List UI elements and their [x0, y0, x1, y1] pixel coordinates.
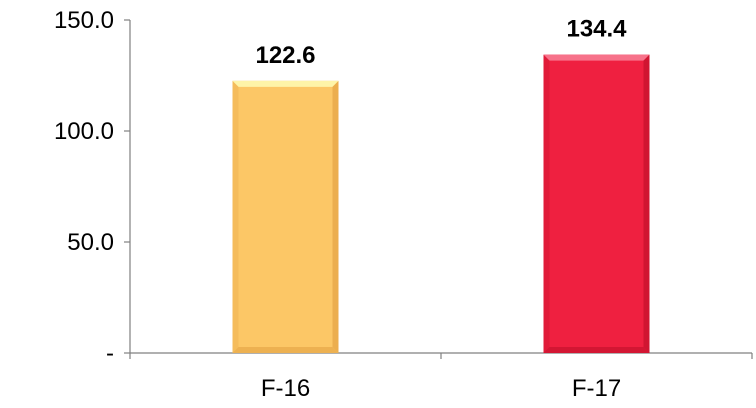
y-tick-label: 150.0: [54, 7, 114, 34]
x-tick-label: F-17: [572, 375, 621, 402]
bar-right-bevel: [332, 80, 339, 353]
y-tick-label: 100.0: [54, 118, 114, 145]
bar-top-bevel: [232, 80, 339, 87]
x-tick-label: F-16: [261, 375, 310, 402]
x-axis-ticks: F-16 F-17: [129, 353, 753, 402]
bar-f-17: [543, 54, 650, 354]
y-tick-label: -: [106, 340, 114, 367]
bar-bottom-bevel: [543, 347, 650, 353]
bar-left-bevel: [232, 80, 239, 353]
y-axis-ticks: - 50.0 100.0 150.0: [54, 7, 130, 367]
data-label: 122.6: [255, 42, 315, 69]
bar-left-bevel: [543, 54, 550, 354]
bar-f-16: [232, 80, 339, 353]
bar-body: [543, 54, 650, 354]
bars-group: [232, 54, 650, 354]
bar-bottom-bevel: [232, 347, 339, 353]
bar-body: [232, 80, 339, 353]
y-tick-label: 50.0: [67, 229, 114, 256]
bar-right-bevel: [643, 54, 650, 354]
chart-axes: [129, 20, 752, 354]
bar-top-bevel: [543, 54, 650, 61]
data-label: 134.4: [566, 16, 627, 43]
data-labels: 122.6 134.4: [255, 16, 627, 69]
